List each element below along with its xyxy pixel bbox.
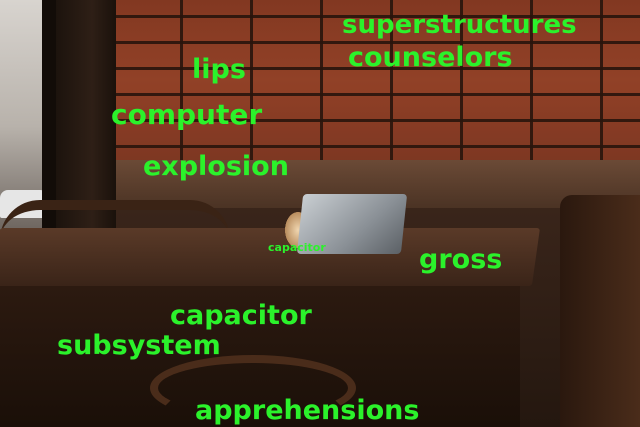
word-apprehensions: apprehensions (195, 395, 420, 426)
word-subsystem: subsystem (57, 330, 221, 361)
chair-seat (150, 355, 356, 421)
chair-back-right (560, 195, 640, 427)
word-capacitor: capacitor (170, 300, 312, 331)
word-lips: lips (192, 54, 246, 85)
word-capacitor-small: capacitor (268, 241, 326, 254)
word-superstructures: superstructures (342, 10, 577, 40)
chair-back-left (0, 200, 230, 270)
word-explosion: explosion (143, 151, 289, 182)
word-counselors: counselors (348, 42, 513, 73)
word-computer: computer (111, 98, 263, 131)
word-gross: gross (419, 244, 503, 275)
